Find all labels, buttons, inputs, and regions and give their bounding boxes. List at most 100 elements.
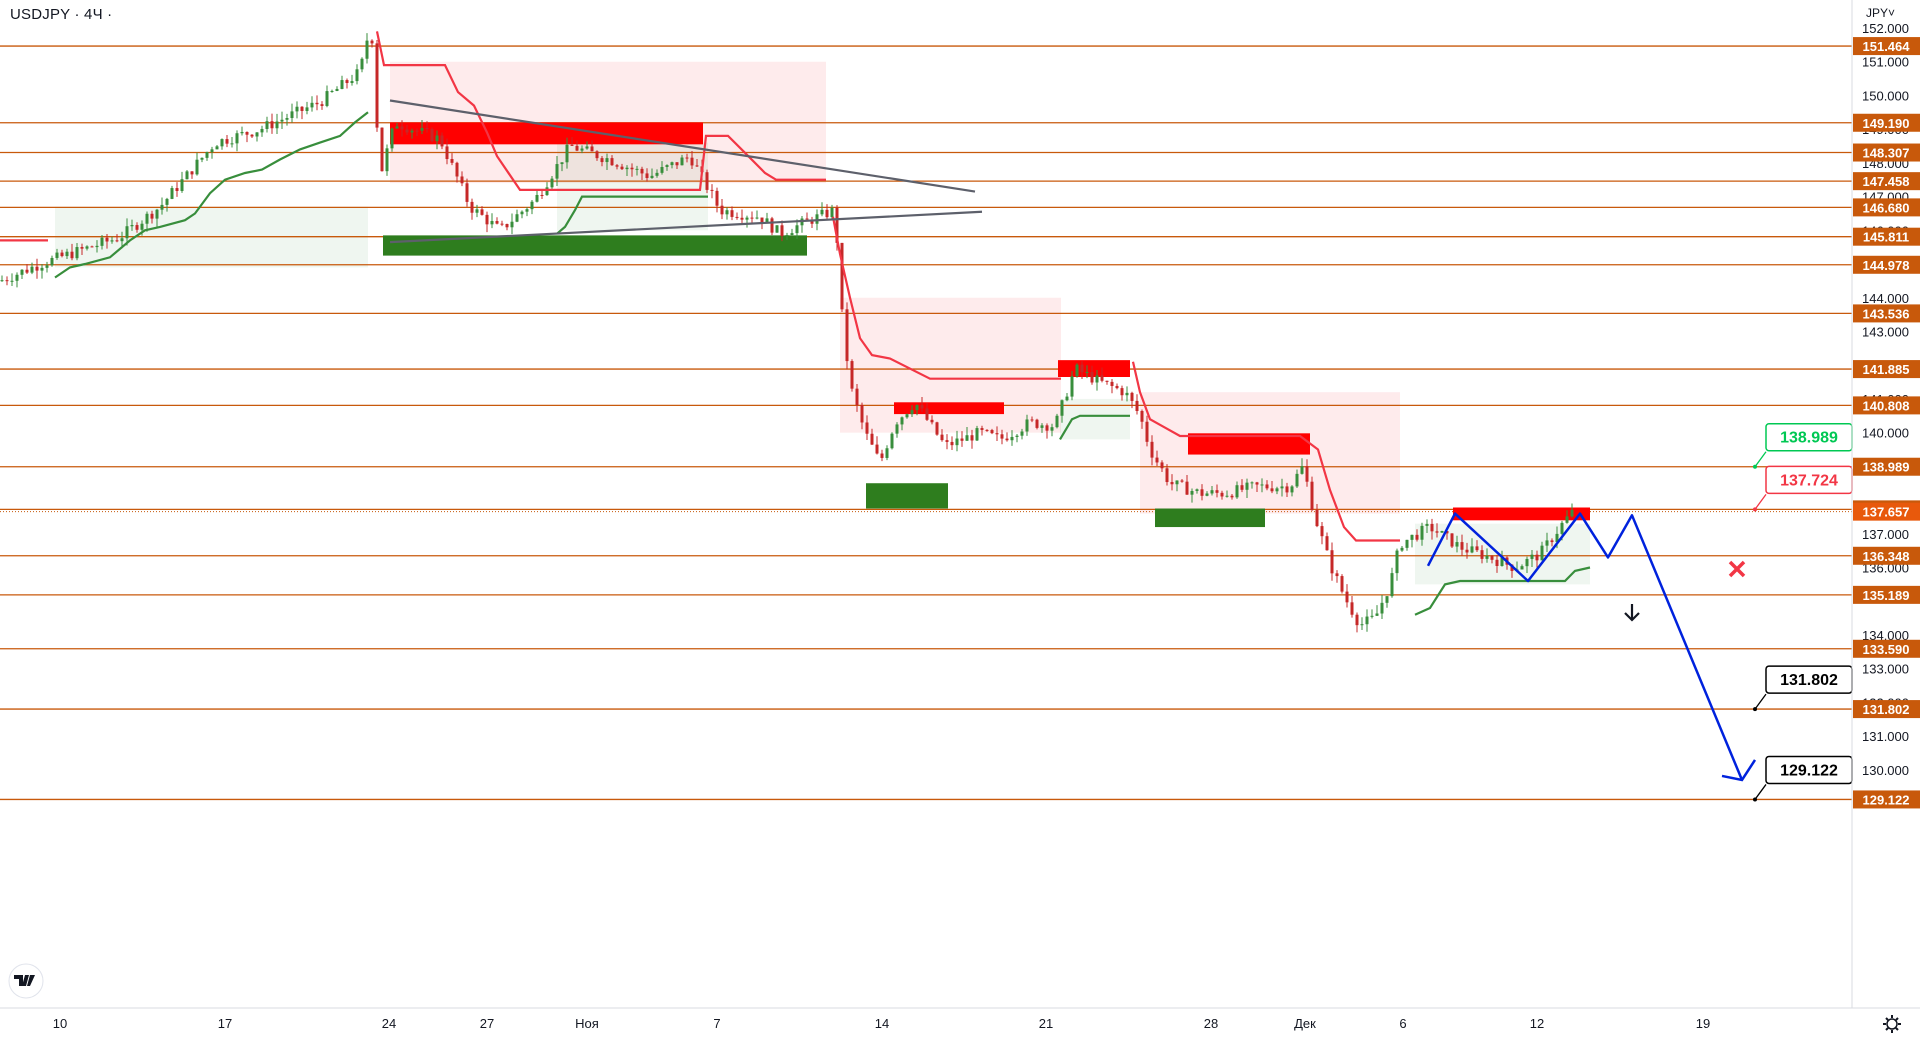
level-tag: [1853, 172, 1920, 191]
candle-body: [1375, 613, 1379, 616]
candle-body: [1480, 550, 1484, 559]
settings-gear-icon[interactable]: [1883, 1015, 1901, 1033]
candle-body: [1025, 419, 1029, 432]
candle-body: [390, 128, 394, 149]
candle-body: [1145, 421, 1149, 442]
x-tick-label: 24: [382, 1016, 396, 1031]
candle-body: [350, 81, 354, 84]
time-axis[interactable]: 10 17 24 27 Ноя 7 14 21 28 Дек 6 12 19: [53, 1016, 1710, 1031]
candle-body: [985, 429, 989, 431]
candle-body: [1060, 400, 1064, 416]
candle-body: [1165, 468, 1169, 483]
candle-body: [395, 126, 399, 129]
candle-body: [175, 188, 179, 191]
candle-body: [915, 405, 919, 411]
x-tick-label: 19: [1696, 1016, 1710, 1031]
candle-body: [370, 40, 374, 44]
candle-body: [765, 218, 769, 223]
candle-body: [540, 194, 544, 196]
candle-body: [465, 183, 469, 202]
candle-body: [525, 209, 529, 212]
candle-body: [830, 207, 834, 218]
candle-body: [10, 280, 14, 282]
candle-body: [1545, 540, 1549, 546]
candle-body: [1135, 400, 1139, 411]
candle-body: [120, 238, 124, 242]
candle-body: [980, 428, 984, 430]
candle-body: [1445, 531, 1449, 534]
candle-body: [895, 424, 899, 434]
candle-body: [975, 428, 979, 441]
candle-body: [200, 157, 204, 160]
candle-body: [130, 225, 134, 227]
candle-body: [615, 165, 619, 167]
tradingview-logo[interactable]: [8, 963, 44, 999]
candle-body: [485, 214, 489, 225]
current-price-label: 137.657: [1863, 505, 1910, 520]
candle-body: [85, 246, 89, 249]
candle-body: [910, 410, 914, 415]
level-tag: [1853, 198, 1920, 217]
candle-body: [1460, 542, 1464, 550]
candle-body: [655, 172, 659, 176]
candle-body: [245, 131, 249, 135]
candle-body: [215, 146, 219, 150]
candle-body: [1440, 531, 1444, 533]
candle-body: [240, 131, 244, 134]
candle-body: [505, 224, 509, 228]
candle-body: [1525, 558, 1529, 567]
candle-body: [380, 127, 384, 172]
candle-body: [1225, 495, 1229, 497]
candle-body: [570, 144, 574, 146]
candle-body: [40, 267, 44, 271]
candle-body: [165, 198, 169, 205]
candle-body: [430, 129, 434, 142]
supply-zone: [894, 402, 1004, 415]
candle-body: [260, 128, 264, 133]
y-tick-label: 144.000: [1862, 291, 1909, 306]
candle-body: [1110, 381, 1114, 386]
callout-label: 138.989: [1780, 430, 1838, 447]
projection-path: [1426, 512, 1757, 782]
candle-body: [500, 223, 504, 225]
candle-body: [775, 225, 779, 233]
price-callouts: 138.989 137.724 131.802 129.122: [1753, 422, 1853, 802]
candle-body: [0, 280, 4, 282]
level-tag: [1853, 113, 1920, 132]
candle-body: [345, 80, 349, 84]
candle-body: [530, 201, 534, 210]
candle-body: [625, 167, 629, 170]
candle-body: [750, 217, 754, 219]
candle-body: [510, 221, 514, 228]
candle-body: [960, 438, 964, 441]
y-tick-label: 131.000: [1862, 729, 1909, 744]
candle-body: [1265, 484, 1269, 489]
candle-body: [235, 133, 239, 144]
candle-body: [795, 225, 799, 234]
currency-selector[interactable]: JPY˅: [1866, 6, 1896, 20]
candle-body: [470, 201, 474, 213]
candle-body: [1450, 533, 1454, 547]
candle-body: [1050, 427, 1054, 431]
candle-body: [1535, 554, 1539, 561]
candle-body: [45, 265, 49, 268]
candle-body: [1295, 473, 1299, 487]
upper-trendline: [389, 99, 976, 193]
candle-body: [425, 127, 429, 130]
level-tag: [1853, 304, 1920, 323]
x-tick-label: Ноя: [575, 1016, 599, 1031]
supertrend-fills: [55, 61, 1590, 585]
candle-body: [190, 171, 194, 175]
candle-body: [1305, 466, 1309, 482]
callout-label: 137.724: [1780, 472, 1838, 489]
candle-body: [610, 158, 614, 166]
callout-anchor: [1753, 464, 1757, 469]
candle-body: [375, 43, 379, 128]
candle-body: [110, 240, 114, 242]
candle-body: [630, 167, 634, 170]
candle-body: [1020, 431, 1024, 436]
supertrend-up-line: [1414, 566, 1591, 616]
candle-body: [890, 433, 894, 449]
candle-body: [220, 139, 224, 147]
